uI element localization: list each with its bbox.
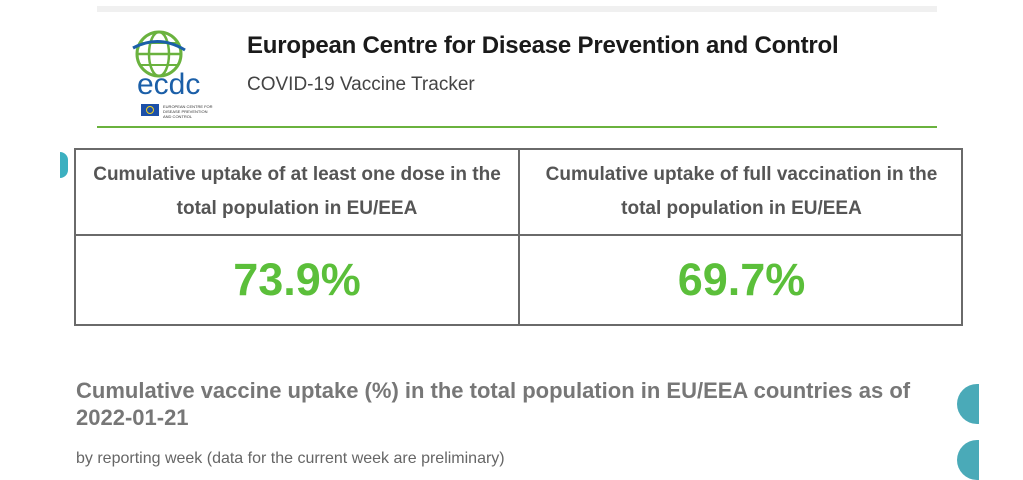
chart-section-subtitle: by reporting week (data for the current … xyxy=(76,450,505,467)
kpi-table: Cumulative uptake of at least one dose i… xyxy=(74,148,963,326)
organization-name: European Centre for Disease Prevention a… xyxy=(247,32,839,59)
ecdc-logo: ecdc EUROPEAN CENTRE FOR DISEASE PREVENT… xyxy=(132,30,213,119)
kpi-value-full-vaccination: 69.7% xyxy=(677,254,806,305)
header-divider xyxy=(97,126,937,128)
svg-text:EUROPEAN CENTRE FOR: EUROPEAN CENTRE FOR xyxy=(163,104,213,109)
svg-text:AND CONTROL: AND CONTROL xyxy=(163,114,193,119)
app-title: COVID-19 Vaccine Tracker xyxy=(247,74,475,95)
left-scroll-marker[interactable] xyxy=(60,152,68,178)
top-bar xyxy=(97,6,937,12)
header: ecdc EUROPEAN CENTRE FOR DISEASE PREVENT… xyxy=(97,20,937,128)
svg-text:DISEASE PREVENTION: DISEASE PREVENTION xyxy=(163,109,208,114)
kpi-label-first-dose: Cumulative uptake of at least one dose i… xyxy=(76,150,520,236)
chart-section-title: Cumulative vaccine uptake (%) in the tot… xyxy=(76,378,911,430)
kpi-label-full-vaccination: Cumulative uptake of full vaccination in… xyxy=(520,150,963,236)
kpi-value-first-dose: 73.9% xyxy=(76,236,520,324)
side-button-icon[interactable] xyxy=(957,440,979,480)
svg-text:ecdc: ecdc xyxy=(137,68,200,101)
side-button-icon[interactable] xyxy=(957,384,979,424)
